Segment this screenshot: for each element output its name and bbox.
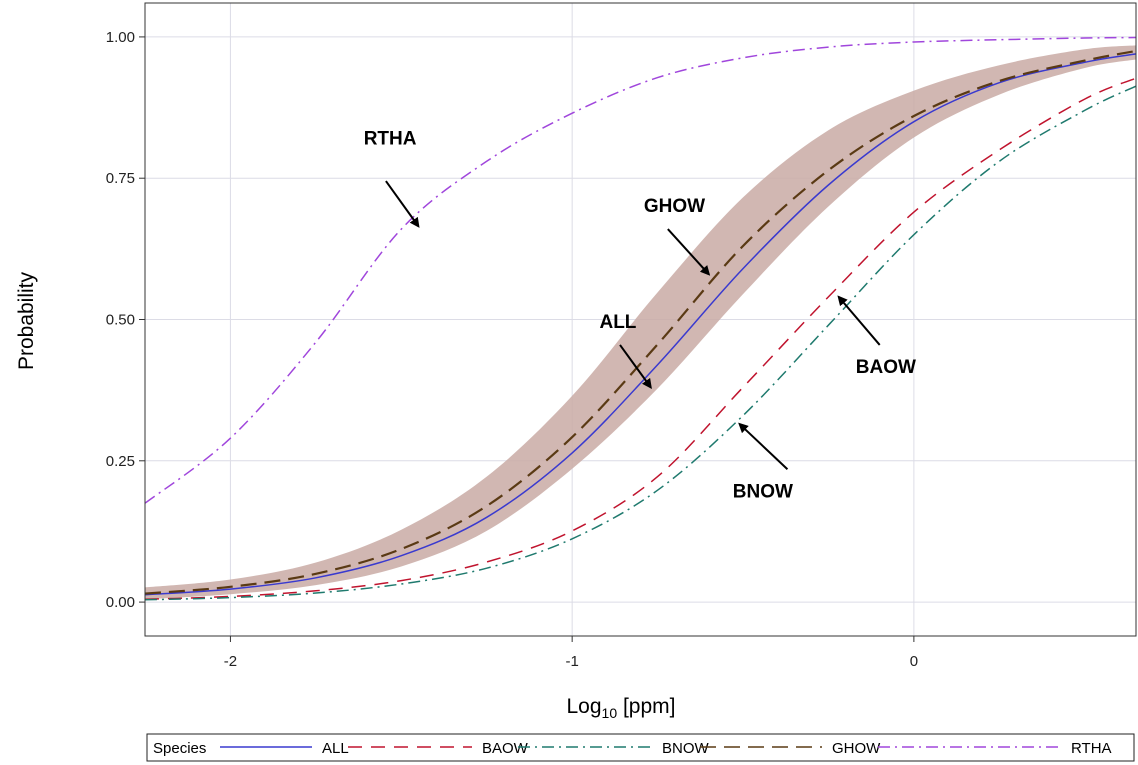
- annotation-arrow-all: [619, 344, 652, 389]
- series-line-ghow: [144, 49, 1137, 595]
- y-tick-label: 0.00: [106, 594, 135, 611]
- legend-label-bnow: BNOW: [662, 740, 710, 757]
- x-axis-title-rest: [ppm]: [617, 695, 675, 718]
- x-tick-label: -2: [224, 653, 237, 670]
- series-layer: [144, 36, 1137, 601]
- annotation-label-all: ALL: [599, 312, 636, 333]
- legend-label-baow: BAOW: [482, 740, 529, 757]
- y-tick-label: 1.00: [106, 29, 135, 46]
- annotation-arrow-baow: [837, 295, 881, 346]
- y-tick-label: 0.75: [106, 170, 135, 187]
- y-axis-title: Probability: [15, 271, 38, 370]
- legend-label-rtha: RTHA: [1071, 740, 1112, 757]
- annotation-label-rtha: RTHA: [364, 128, 417, 149]
- annotation-label-baow: BAOW: [856, 357, 916, 378]
- series-line-baow: [144, 77, 1137, 601]
- axis-ticks: 0.00 0.25 0.50 0.75 1.00 -2 -1 0: [106, 29, 918, 670]
- series-line-bnow: [144, 85, 1137, 601]
- series-line-rtha: [144, 36, 1137, 504]
- y-tick-label: 0.25: [106, 453, 135, 470]
- annotation-arrow-bnow: [738, 422, 789, 470]
- annotations: RTHA GHOW ALL BAOW BNOW: [364, 128, 916, 502]
- series-line-all: [144, 53, 1137, 596]
- ghow-confidence-band: [145, 45, 1136, 600]
- legend-title: Species: [153, 740, 206, 757]
- annotation-label-bnow: BNOW: [733, 482, 793, 503]
- annotation-arrow-rtha: [385, 180, 420, 228]
- x-tick-label: -1: [565, 653, 578, 670]
- y-tick-label: 0.50: [106, 312, 135, 329]
- legend-label-all: ALL: [322, 740, 349, 757]
- annotation-label-ghow: GHOW: [644, 196, 705, 217]
- legend: Species ALL BAOW BNOW GHOW RTHA: [146, 733, 1135, 762]
- confidence-band-layer: [145, 45, 1136, 600]
- annotation-arrow-ghow: [667, 228, 711, 276]
- x-axis-title: Log10 [ppm]: [567, 695, 676, 721]
- x-tick-label: 0: [910, 653, 918, 670]
- x-axis-title-subscript: 10: [602, 705, 618, 721]
- x-axis-title-main: Log: [567, 695, 602, 718]
- legend-label-ghow: GHOW: [832, 740, 881, 757]
